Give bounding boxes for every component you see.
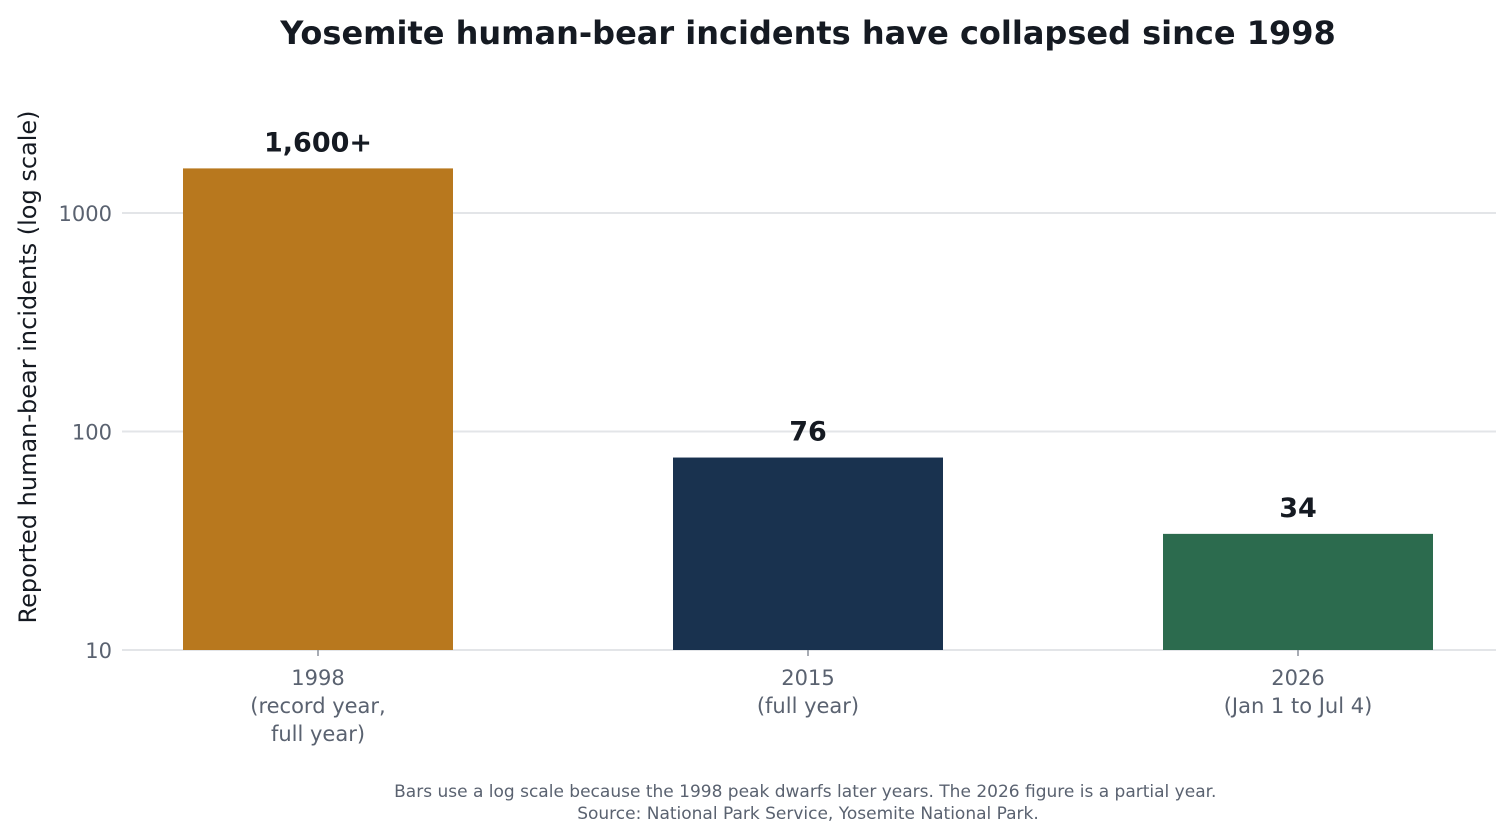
chart-title: Yosemite human-bear incidents have colla… bbox=[279, 14, 1336, 52]
x-tick-label-line: 1998 bbox=[291, 666, 344, 690]
x-tick-label-2015: 2015 (full year) bbox=[757, 666, 859, 718]
bars bbox=[183, 168, 1433, 650]
x-tick-label-line: (record year, bbox=[250, 694, 385, 718]
x-tick-label-line: 2015 bbox=[781, 666, 834, 690]
y-axis-ticks: 10 100 1000 bbox=[59, 202, 112, 663]
x-tick-label-line: (full year) bbox=[757, 694, 859, 718]
bar-2015 bbox=[673, 457, 943, 650]
footnote: Bars use a log scale because the 1998 pe… bbox=[394, 782, 1222, 824]
x-tick-label-line: (Jan 1 to Jul 4) bbox=[1224, 694, 1373, 718]
data-label-1998: 1,600+ bbox=[264, 127, 372, 158]
y-tick-label-100: 100 bbox=[72, 421, 112, 445]
bar-2026 bbox=[1163, 533, 1433, 650]
y-axis-label: Reported human-bear incidents (log scale… bbox=[14, 110, 42, 623]
data-label-2015: 76 bbox=[789, 417, 827, 448]
x-axis-labels: 1998 (record year, full year) 2015 (full yea… bbox=[250, 650, 1372, 746]
bar-1998 bbox=[183, 168, 453, 650]
x-tick-label-1998: 1998 (record year, full year) bbox=[250, 666, 385, 746]
y-tick-label-1000: 1000 bbox=[59, 202, 112, 226]
data-labels: 1,600+ 76 34 bbox=[264, 127, 1317, 523]
x-tick-label-line: full year) bbox=[271, 722, 365, 746]
x-tick-label-2026: 2026 (Jan 1 to Jul 4) bbox=[1224, 666, 1373, 718]
footnote-line-1: Bars use a log scale because the 1998 pe… bbox=[394, 782, 1216, 802]
footnote-line-2: Source: National Park Service, Yosemite … bbox=[577, 804, 1039, 824]
x-tick-label-line: 2026 bbox=[1271, 666, 1324, 690]
y-tick-label-10: 10 bbox=[85, 639, 112, 663]
data-label-2026: 34 bbox=[1279, 493, 1317, 524]
